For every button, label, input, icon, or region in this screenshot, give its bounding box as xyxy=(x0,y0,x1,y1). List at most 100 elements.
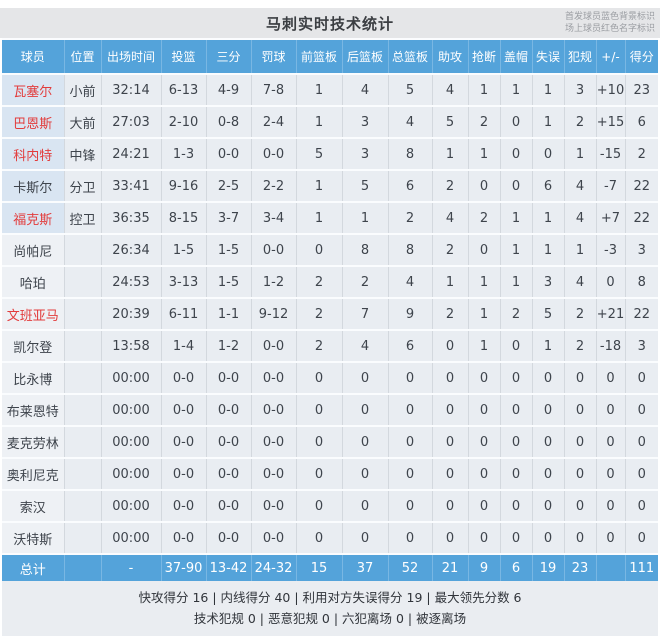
player-name-cell: 文班亚马 xyxy=(2,297,64,330)
stat-cell: 00:00 xyxy=(100,393,161,426)
player-name-cell: 卡斯尔 xyxy=(2,169,64,202)
stat-cell: 0-0 xyxy=(205,361,251,394)
player-name-cell: 麦克劳林 xyxy=(2,425,64,458)
stat-cell: 0 xyxy=(387,393,432,426)
stat-cell: 2 xyxy=(295,329,342,362)
stat-cell: 0 xyxy=(499,137,532,170)
stat-cell: 0 xyxy=(295,425,342,458)
stat-cell: 0 xyxy=(595,361,625,394)
stat-cell: 00:00 xyxy=(100,489,161,522)
stat-cell: 0 xyxy=(563,489,596,522)
stat-cell: 8 xyxy=(624,265,658,298)
stat-cell: 2 xyxy=(499,297,532,330)
stat-cell: 0-0 xyxy=(205,425,251,458)
stat-cell xyxy=(63,233,101,266)
stat-cell: 6 xyxy=(531,169,564,202)
stat-cell: 2-10 xyxy=(160,105,206,138)
stat-cell: 1 xyxy=(531,201,564,234)
stat-cell: 1 xyxy=(295,105,342,138)
stat-cell: 2 xyxy=(563,297,596,330)
stat-cell: 3 xyxy=(341,137,388,170)
stat-cell: 3 xyxy=(624,329,658,362)
stat-cell: 0 xyxy=(595,265,625,298)
stat-cell: 22 xyxy=(624,297,658,330)
table-row: 福克斯 控卫 36:35 8-15 3-7 3-4 1 1 2 4 2 1 1 4 +7 22 xyxy=(2,201,658,234)
stat-cell: -15 xyxy=(595,137,625,170)
stat-cell: 0-0 xyxy=(160,521,206,554)
column-header: 投篮 xyxy=(160,38,206,74)
stat-cell: 0 xyxy=(499,169,532,202)
stat-cell: 0-0 xyxy=(205,457,251,490)
stat-cell: 0 xyxy=(295,489,342,522)
stat-cell: 5 xyxy=(341,169,388,202)
stat-cell: 0 xyxy=(531,393,564,426)
player-name-cell: 福克斯 xyxy=(2,201,64,234)
column-header: 总篮板 xyxy=(387,38,432,74)
table-row: 尚帕尼 26:34 1-5 1-5 0-0 0 8 8 2 0 1 1 1 -3 3 xyxy=(2,233,658,266)
stat-cell: -18 xyxy=(595,329,625,362)
stat-cell: 小前 xyxy=(63,73,101,106)
stat-cell: 5 xyxy=(295,137,342,170)
stat-cell: 2 xyxy=(624,137,658,170)
total-stat-cell xyxy=(595,553,625,581)
stat-cell: 23 xyxy=(624,73,658,106)
stat-cell xyxy=(63,393,101,426)
stat-cell: 0 xyxy=(341,521,388,554)
stat-cell: 3-4 xyxy=(250,201,296,234)
stat-cell: 0 xyxy=(467,169,500,202)
stat-cell: 大前 xyxy=(63,105,101,138)
stat-cell: 0 xyxy=(467,393,500,426)
stat-cell: 7-8 xyxy=(250,73,296,106)
stat-cell: 0 xyxy=(431,457,468,490)
stat-cell: 1-2 xyxy=(250,265,296,298)
total-stat-cell: 6 xyxy=(499,553,532,581)
stat-cell: 1 xyxy=(531,329,564,362)
stat-cell: 4 xyxy=(431,201,468,234)
stat-cell: 6 xyxy=(387,169,432,202)
stat-cell: 0 xyxy=(531,425,564,458)
table-row: 沃特斯 00:00 0-0 0-0 0-0 0 0 0 0 0 0 0 0 0 0 xyxy=(2,521,658,554)
stat-cell: 0 xyxy=(467,233,500,266)
stat-cell: 1 xyxy=(499,201,532,234)
stat-cell: 1 xyxy=(431,137,468,170)
stat-cell: 4 xyxy=(387,105,432,138)
player-name-cell: 巴恩斯 xyxy=(2,105,64,138)
stat-cell: 0 xyxy=(499,105,532,138)
title-bar: 马刺实时技术统计 首发球员蓝色背景标识 场上球员红色名字标识 xyxy=(0,8,660,38)
stat-cell: -7 xyxy=(595,169,625,202)
stat-cell: 0 xyxy=(624,489,658,522)
stat-cell: 20:39 xyxy=(100,297,161,330)
stat-cell: 1 xyxy=(499,73,532,106)
stat-cell: 0-0 xyxy=(160,425,206,458)
stat-cell: 0-0 xyxy=(250,393,296,426)
stat-cell: 4 xyxy=(563,169,596,202)
total-stat-cell: 111 xyxy=(624,553,658,581)
stat-cell: +7 xyxy=(595,201,625,234)
stat-cell xyxy=(63,489,101,522)
stat-cell: 9-16 xyxy=(160,169,206,202)
stat-cell: 32:14 xyxy=(100,73,161,106)
stat-cell: 2-4 xyxy=(250,105,296,138)
stat-cell: 1 xyxy=(499,233,532,266)
stat-cell: 0-0 xyxy=(205,393,251,426)
stat-cell: 5 xyxy=(387,73,432,106)
stat-cell: 0-0 xyxy=(250,489,296,522)
player-name-cell: 瓦塞尔 xyxy=(2,73,64,106)
stat-cell: 0 xyxy=(499,329,532,362)
stat-cell: 0-0 xyxy=(160,457,206,490)
stat-cell: 0 xyxy=(431,329,468,362)
stat-cell: 1 xyxy=(467,73,500,106)
stat-cell: 0 xyxy=(595,457,625,490)
stat-cell: 0-0 xyxy=(205,521,251,554)
stat-cell: 2 xyxy=(467,105,500,138)
player-name-cell: 奥利尼克 xyxy=(2,457,64,490)
total-stat-cell: 9 xyxy=(467,553,500,581)
stat-cell: -3 xyxy=(595,233,625,266)
column-header: 得分 xyxy=(624,38,658,74)
team-stats-footer: 快攻得分 16 | 内线得分 40 | 利用对方失误得分 19 | 最大领先分数… xyxy=(2,581,658,636)
stat-cell: 0 xyxy=(467,425,500,458)
stat-cell: 4 xyxy=(341,329,388,362)
stat-cell: 1 xyxy=(531,105,564,138)
stat-cell: 3 xyxy=(341,105,388,138)
stat-cell: 0 xyxy=(563,361,596,394)
